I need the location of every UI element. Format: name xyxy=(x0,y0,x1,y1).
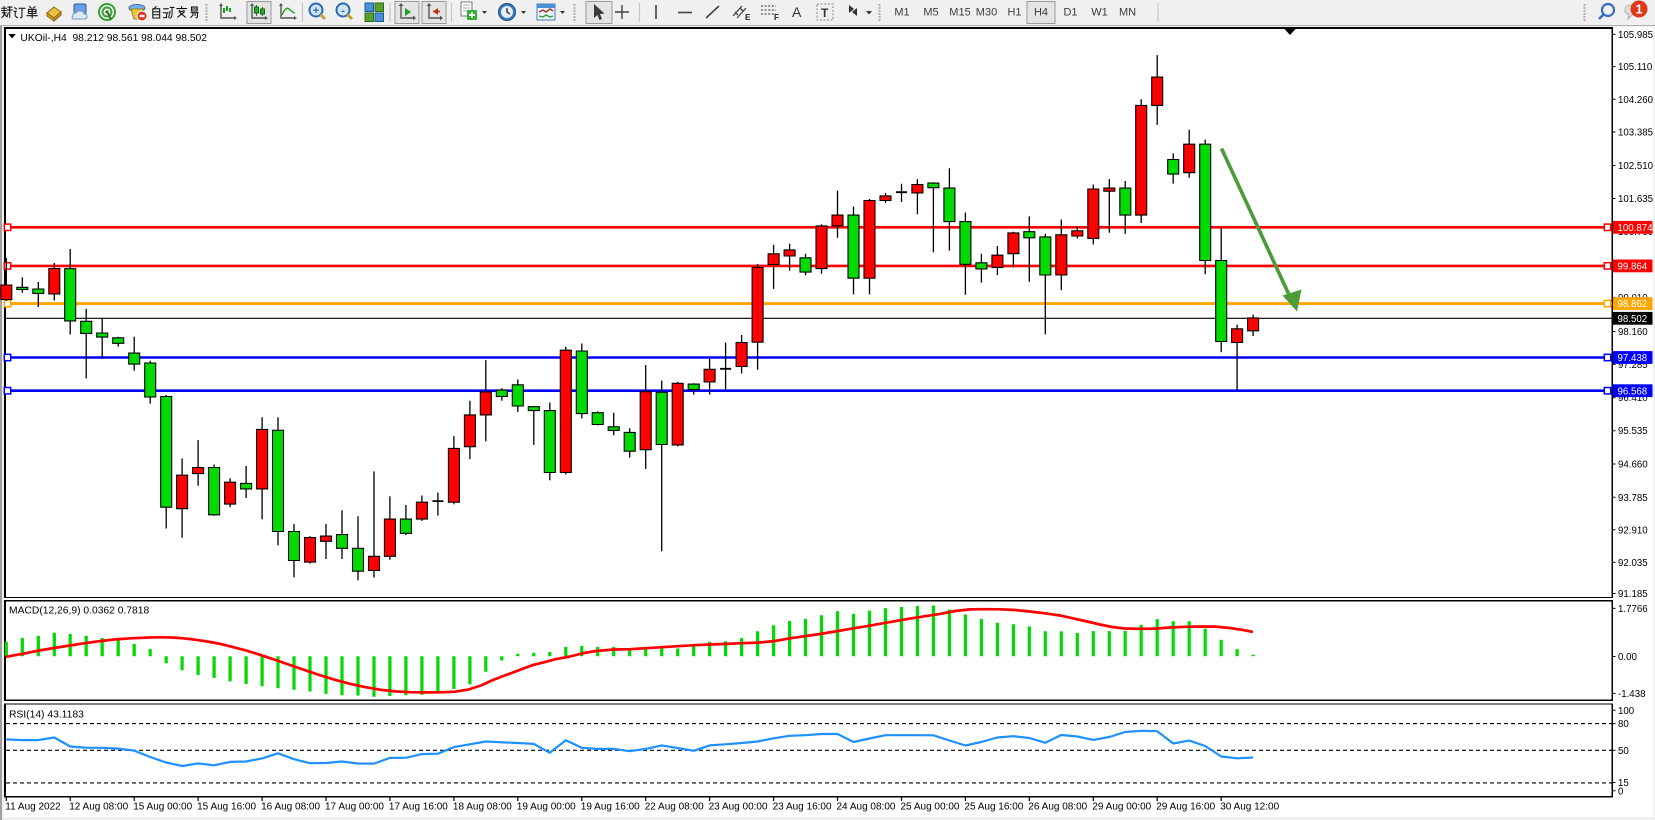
svg-text:MN: MN xyxy=(1119,7,1136,19)
svg-text:100.874: 100.874 xyxy=(1618,223,1654,234)
svg-text:15 Aug 00:00: 15 Aug 00:00 xyxy=(133,802,192,813)
svg-text:105.110: 105.110 xyxy=(1618,62,1653,73)
svg-text:H4: H4 xyxy=(1034,7,1048,19)
svg-text:92.910: 92.910 xyxy=(1618,525,1648,536)
svg-text:94.660: 94.660 xyxy=(1618,460,1648,471)
svg-text:D1: D1 xyxy=(1063,7,1077,19)
svg-text:29 Aug 00:00: 29 Aug 00:00 xyxy=(1092,802,1151,813)
svg-text:29 Aug 16:00: 29 Aug 16:00 xyxy=(1156,802,1215,813)
svg-text:92.035: 92.035 xyxy=(1618,558,1648,569)
svg-text:18 Aug 08:00: 18 Aug 08:00 xyxy=(453,802,512,813)
svg-text:RSI(14) 43.1183: RSI(14) 43.1183 xyxy=(9,710,84,721)
svg-text:T: T xyxy=(821,6,829,20)
svg-text:98.862: 98.862 xyxy=(1618,299,1648,310)
svg-text:50: 50 xyxy=(1618,746,1629,757)
svg-text:17 Aug 16:00: 17 Aug 16:00 xyxy=(389,802,448,813)
svg-text:30 Aug 12:00: 30 Aug 12:00 xyxy=(1220,802,1279,813)
svg-text:UKOil-,H4 98.212 98.561 98.04: UKOil-,H4 98.212 98.561 98.044 98.502 xyxy=(20,33,207,44)
svg-text:98.160: 98.160 xyxy=(1618,327,1648,338)
svg-text:25 Aug 00:00: 25 Aug 00:00 xyxy=(901,802,960,813)
svg-text:105.985: 105.985 xyxy=(1618,30,1653,41)
svg-text:17 Aug 00:00: 17 Aug 00:00 xyxy=(325,802,384,813)
svg-text:-1.438: -1.438 xyxy=(1618,689,1645,700)
svg-text:100: 100 xyxy=(1618,706,1635,717)
svg-text:+: + xyxy=(313,5,319,17)
svg-text:M1: M1 xyxy=(894,7,909,19)
svg-text:104.260: 104.260 xyxy=(1618,95,1654,106)
svg-text:101.635: 101.635 xyxy=(1618,194,1653,205)
svg-text:80: 80 xyxy=(1618,719,1629,730)
svg-text:93.785: 93.785 xyxy=(1618,493,1648,504)
svg-text:1: 1 xyxy=(1635,2,1642,17)
svg-text:97.438: 97.438 xyxy=(1618,353,1648,364)
svg-text:96.568: 96.568 xyxy=(1618,386,1648,397)
svg-text:H1: H1 xyxy=(1007,7,1021,19)
svg-text:F: F xyxy=(774,13,779,22)
svg-text:23 Aug 16:00: 23 Aug 16:00 xyxy=(773,802,832,813)
svg-text:15 Aug 16:00: 15 Aug 16:00 xyxy=(197,802,256,813)
svg-text:0: 0 xyxy=(1618,786,1624,797)
svg-text:-: - xyxy=(341,5,345,17)
svg-text:91.185: 91.185 xyxy=(1618,589,1648,600)
svg-text:98.502: 98.502 xyxy=(1618,314,1648,325)
svg-text:A: A xyxy=(792,4,802,20)
svg-text:23 Aug 00:00: 23 Aug 00:00 xyxy=(709,802,768,813)
svg-text:97.285: 97.285 xyxy=(1618,360,1648,371)
svg-text:15: 15 xyxy=(1618,778,1629,789)
svg-text:99.864: 99.864 xyxy=(1618,262,1648,273)
svg-text:96.410: 96.410 xyxy=(1618,393,1648,404)
svg-text:25 Aug 16:00: 25 Aug 16:00 xyxy=(964,802,1023,813)
svg-text:26 Aug 08:00: 26 Aug 08:00 xyxy=(1028,802,1087,813)
svg-text:1.7766: 1.7766 xyxy=(1618,604,1648,615)
svg-text:19 Aug 00:00: 19 Aug 00:00 xyxy=(517,802,576,813)
svg-text:12 Aug 08:00: 12 Aug 08:00 xyxy=(69,802,128,813)
svg-text:0.00: 0.00 xyxy=(1618,652,1637,663)
svg-text:103.385: 103.385 xyxy=(1618,128,1653,139)
svg-text:102.510: 102.510 xyxy=(1618,161,1654,172)
svg-text:M30: M30 xyxy=(976,7,997,19)
svg-text:M5: M5 xyxy=(923,7,938,19)
svg-text:22 Aug 08:00: 22 Aug 08:00 xyxy=(645,802,704,813)
svg-text:E: E xyxy=(745,13,751,22)
svg-text:24 Aug 08:00: 24 Aug 08:00 xyxy=(837,802,896,813)
svg-text:W1: W1 xyxy=(1091,7,1108,19)
svg-text:M15: M15 xyxy=(949,7,970,19)
svg-text:MACD(12,26,9) 0.0362 0.7818: MACD(12,26,9) 0.0362 0.7818 xyxy=(9,606,150,617)
svg-text:19 Aug 16:00: 19 Aug 16:00 xyxy=(581,802,640,813)
svg-text:95.535: 95.535 xyxy=(1618,426,1648,437)
svg-text:16 Aug 08:00: 16 Aug 08:00 xyxy=(261,802,320,813)
svg-text:11 Aug 2022: 11 Aug 2022 xyxy=(5,802,61,813)
